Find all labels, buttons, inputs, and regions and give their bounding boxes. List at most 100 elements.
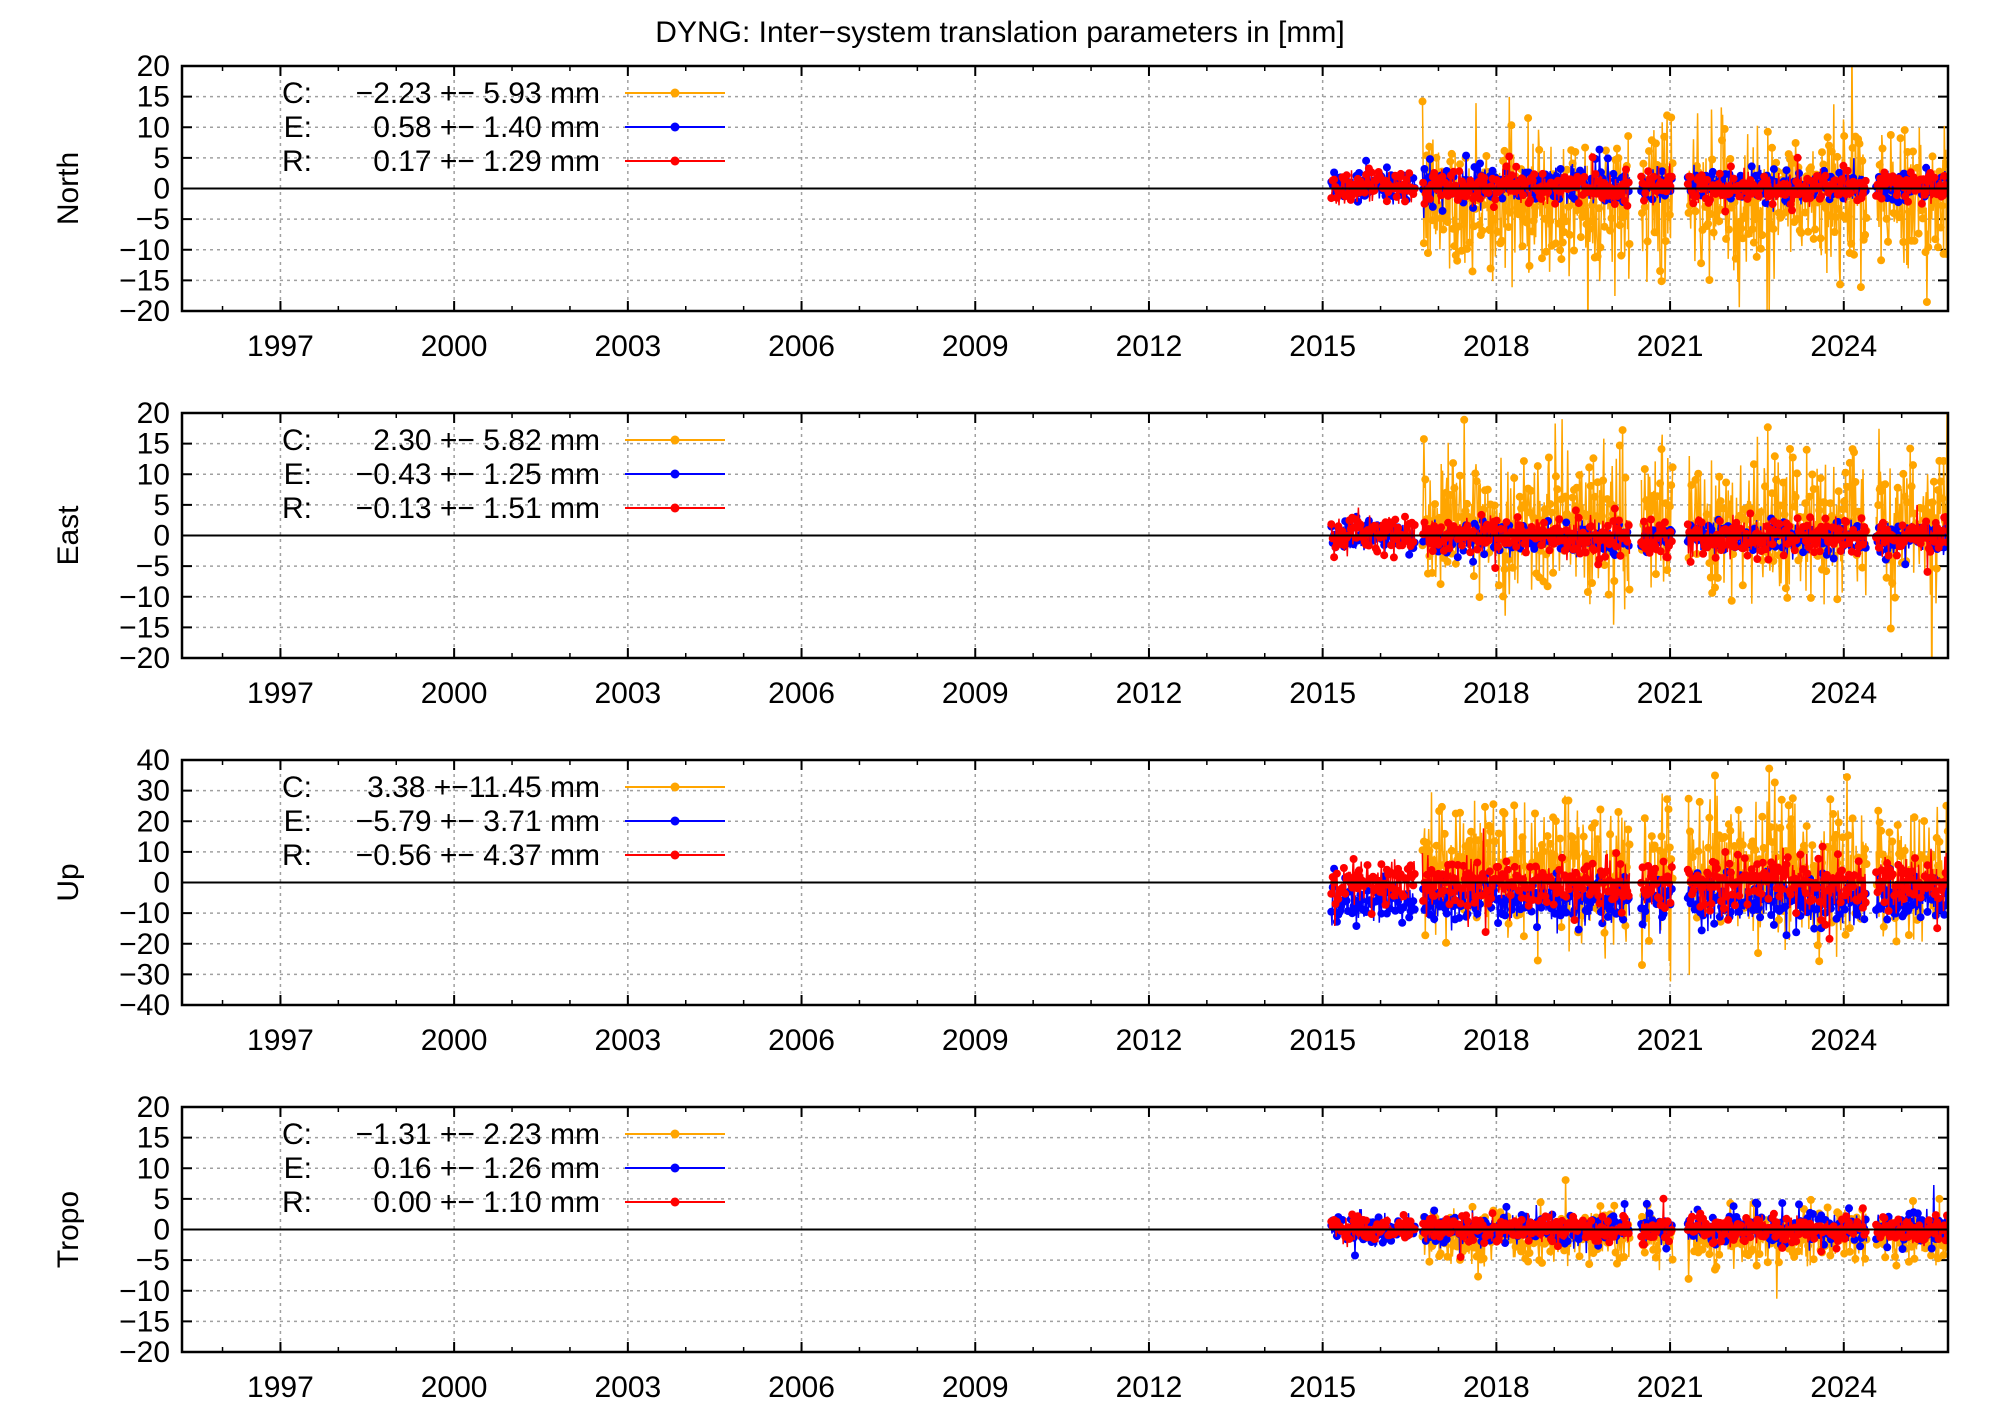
- data-point-R: [1806, 513, 1814, 521]
- legend-value-R: 0.17 +− 1.29 mm: [373, 145, 600, 178]
- data-point-E: [1783, 166, 1791, 174]
- data-point-R: [1340, 864, 1348, 872]
- data-point-C: [1910, 237, 1918, 245]
- data-point-C: [1507, 121, 1515, 129]
- data-point-C: [1444, 1253, 1452, 1261]
- data-point-C: [1419, 846, 1427, 854]
- x-tick-label: 2021: [1637, 1024, 1704, 1057]
- data-point-C: [1753, 253, 1761, 261]
- data-point-C: [1510, 474, 1518, 482]
- x-tick-label: 2015: [1289, 330, 1356, 363]
- data-point-C: [1528, 227, 1536, 235]
- data-point-R: [1637, 173, 1645, 181]
- legend-value-C: 3.38 +−11.45 mm: [367, 771, 600, 804]
- data-point-C: [1562, 217, 1570, 225]
- x-tick-label: 2024: [1810, 1371, 1877, 1400]
- data-point-R: [1878, 195, 1886, 203]
- data-point-R: [1515, 887, 1523, 895]
- data-point-C: [1484, 839, 1492, 847]
- data-point-C: [1605, 591, 1613, 599]
- data-point-R: [1603, 867, 1611, 875]
- data-point-E: [1426, 155, 1434, 163]
- data-point-C: [1449, 459, 1457, 467]
- data-point-C: [1894, 484, 1902, 492]
- data-point-R: [1908, 867, 1916, 875]
- data-point-E: [1924, 908, 1932, 916]
- data-point-R: [1505, 153, 1513, 161]
- data-point-C: [1425, 847, 1433, 855]
- x-tick-label: 2006: [768, 1024, 835, 1057]
- data-point-C: [1495, 830, 1503, 838]
- data-point-C: [1861, 231, 1869, 239]
- data-point-R: [1735, 192, 1743, 200]
- data-point-R: [1625, 521, 1633, 529]
- data-point-E: [1730, 1202, 1738, 1210]
- data-point-C: [1626, 841, 1634, 849]
- data-point-C: [1750, 239, 1758, 247]
- data-point-R: [1446, 544, 1454, 552]
- data-point-R: [1791, 546, 1799, 554]
- data-point-R: [1341, 890, 1349, 898]
- data-point-R: [1401, 513, 1409, 521]
- data-point-R: [1692, 192, 1700, 200]
- y-tick-label: −20: [119, 1336, 170, 1369]
- data-point-C: [1831, 228, 1839, 236]
- data-point-R: [1539, 170, 1547, 178]
- data-point-R: [1591, 170, 1599, 178]
- data-point-C: [1421, 931, 1429, 939]
- data-point-R: [1705, 871, 1713, 879]
- data-point-R: [1484, 537, 1492, 545]
- data-point-R: [1744, 900, 1752, 908]
- data-point-C: [1756, 210, 1764, 218]
- data-point-C: [1621, 474, 1629, 482]
- data-point-C: [1877, 256, 1885, 264]
- data-point-C: [1589, 454, 1597, 462]
- data-point-R: [1437, 523, 1445, 531]
- data-point-C: [1456, 160, 1464, 168]
- data-point-R: [1842, 518, 1850, 526]
- data-point-C: [1581, 144, 1589, 152]
- data-point-C: [1624, 132, 1632, 140]
- data-point-C: [1714, 574, 1722, 582]
- data-point-C: [1641, 814, 1649, 822]
- data-point-C: [1474, 836, 1482, 844]
- data-point-C: [1789, 794, 1797, 802]
- data-point-C: [1719, 504, 1727, 512]
- data-point-C: [1842, 931, 1850, 939]
- x-tick-label: 2012: [1116, 330, 1183, 363]
- data-point-C: [1881, 1253, 1889, 1261]
- data-point-R: [1728, 891, 1736, 899]
- data-point-C: [1601, 929, 1609, 937]
- data-point-C: [1639, 160, 1647, 168]
- data-point-R: [1770, 875, 1778, 883]
- data-point-C: [1815, 506, 1823, 514]
- data-point-R: [1333, 870, 1341, 878]
- data-point-C: [1425, 143, 1433, 151]
- data-point-C: [1658, 832, 1666, 840]
- data-point-C: [1923, 298, 1931, 306]
- data-point-C: [1495, 581, 1503, 589]
- data-point-R: [1650, 173, 1658, 181]
- data-point-R: [1572, 869, 1580, 877]
- data-point-R: [1370, 1235, 1378, 1243]
- data-point-C: [1448, 150, 1456, 158]
- data-point-C: [1935, 1195, 1943, 1203]
- data-point-C: [1775, 1258, 1783, 1266]
- data-point-C: [1887, 625, 1895, 633]
- data-point-R: [1939, 527, 1947, 535]
- data-point-R: [1612, 849, 1620, 857]
- data-point-R: [1921, 872, 1929, 880]
- data-point-C: [1562, 1176, 1570, 1184]
- data-point-C: [1437, 1250, 1445, 1258]
- data-point-C: [1778, 796, 1786, 804]
- data-point-C: [1596, 243, 1604, 251]
- data-point-C: [1879, 145, 1887, 153]
- data-point-R: [1664, 553, 1672, 561]
- data-point-C: [1839, 505, 1847, 513]
- legend-label-R: R:: [282, 492, 312, 525]
- data-point-C: [1794, 556, 1802, 564]
- data-point-C: [1937, 224, 1945, 232]
- y-tick-label: −20: [119, 928, 170, 961]
